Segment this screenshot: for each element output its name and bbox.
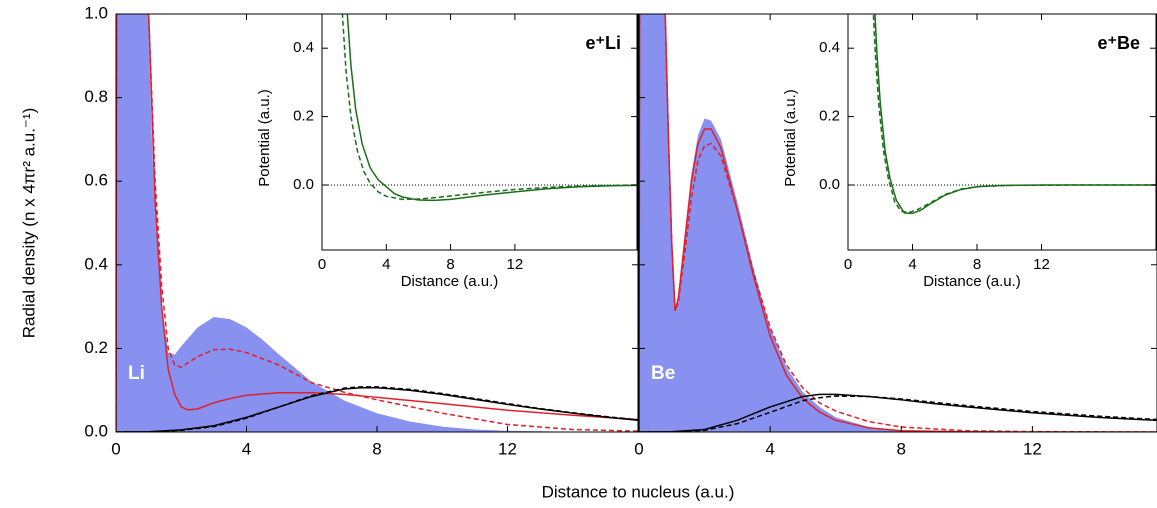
x-tick-label: 8 [446,256,454,273]
frame [321,13,638,251]
x-tick-label: 12 [507,256,524,273]
inset-background [848,14,1156,250]
x-axis-title: Distance to nucleus (a.u.) [542,482,735,501]
curve [639,14,1157,432]
x-tick-label: 4 [382,256,390,273]
curve [116,14,638,432]
curve [346,14,637,202]
panel: 0 4 8 12 0.0 0.2 0.4 0.6 0.8 1.0 Li [84,3,639,458]
y-tick-label: 0.8 [84,87,108,106]
inset-background [322,14,637,250]
frame [847,13,1157,251]
inset-y-title: Potential (a.u.) [256,89,273,187]
plot-area [639,14,1157,432]
x-tick-label: 8 [897,439,906,458]
y-tick-label: 0.6 [84,171,108,190]
y-tick-label: 0.2 [84,338,108,357]
x-tick-label: 0 [634,439,643,458]
curve [116,14,638,432]
y-tick-label: 0.0 [84,421,108,440]
y-tick-label: 0.4 [293,39,314,56]
curve [639,393,1157,432]
panel-label-box [122,359,158,387]
x-tick-label: 0 [111,439,120,458]
curve [116,386,638,432]
y-tick-label: 0.4 [819,39,840,56]
y-tick-label: 1.0 [84,3,108,22]
x-tick-label: 4 [908,256,916,273]
inset-x-title: Distance (a.u.) [923,273,1021,290]
panel: 0 4 8 12 0.0 0.2 0.4 e⁺Li Distance (a.u.) Potenti… [256,13,638,290]
curve [874,14,1156,215]
x-tick-label: 12 [1033,256,1050,273]
area [116,14,638,432]
y-axis-title: Radial density (n x 4πr² a.u.⁻¹) [19,108,38,338]
x-tick-label: 12 [1023,439,1042,458]
x-tick-label: 8 [372,439,381,458]
y-tick-label: 0.2 [293,108,314,125]
panel: 0 4 8 12 0.0 0.2 0.4 e⁺Be Distance (a.u.) Potenti… [782,13,1157,290]
plot-area [322,14,637,202]
y-tick-label: 0.2 [819,108,840,125]
inset-title: e⁺Li [585,33,621,53]
curve [116,386,638,432]
curve [872,14,1156,214]
panel-label: Li [128,363,145,384]
x-tick-label: 0 [318,256,326,273]
curve [639,395,1157,432]
x-tick-label: 4 [765,439,774,458]
y-tick-label: 0.4 [84,254,108,273]
x-tick-label: 12 [498,439,517,458]
plot-area [116,14,638,432]
x-tick-label: 4 [242,439,251,458]
x-tick-label: 0 [844,256,852,273]
plot-area [848,14,1156,215]
panel-label: Be [651,363,675,384]
inset-title: e⁺Be [1097,33,1140,53]
x-tick-label: 8 [973,256,981,273]
y-tick-label: 0.0 [293,176,314,193]
inset-y-title: Potential (a.u.) [782,89,799,187]
panel-label-box [645,359,685,387]
curve [639,14,1157,432]
y-tick-label: 0.0 [819,176,840,193]
curve [341,14,637,201]
inset-x-title: Distance (a.u.) [401,273,499,290]
